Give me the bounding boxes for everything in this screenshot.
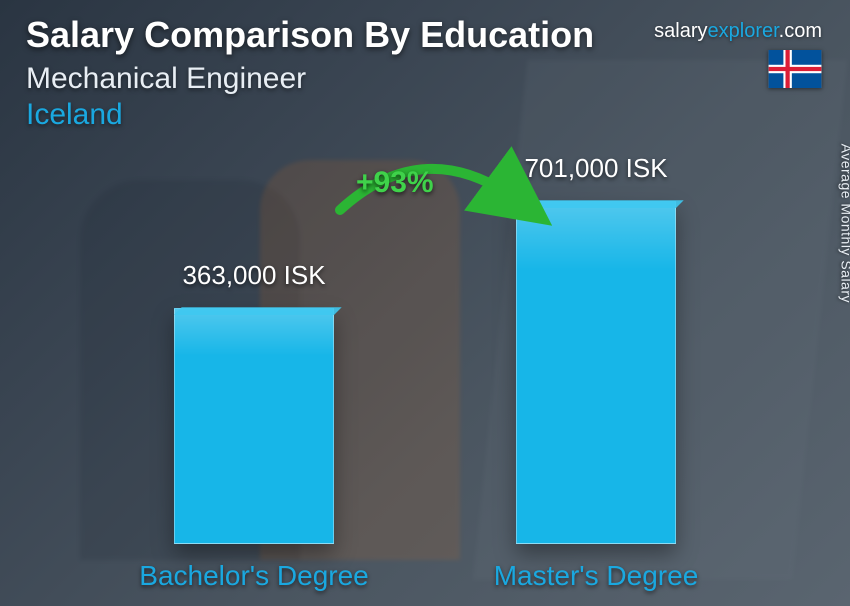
subtitle-profession: Mechanical Engineer xyxy=(26,62,830,96)
increase-percent-label: +93% xyxy=(356,166,434,200)
infographic-canvas: Salary Comparison By Education Mechanica… xyxy=(0,0,850,606)
bar-chart: 363,000 ISKBachelor's Degree701,000 ISKM… xyxy=(0,160,850,606)
bar-column xyxy=(516,201,676,544)
bar-top-cap xyxy=(516,200,684,208)
bar-value-label: 701,000 ISK xyxy=(466,153,726,184)
bar-top-cap xyxy=(174,307,342,315)
brand-logo-text: salaryexplorer.com xyxy=(654,20,822,43)
bar-0: 363,000 ISKBachelor's Degree xyxy=(174,308,334,544)
bar-value-label: 363,000 ISK xyxy=(124,260,384,291)
brand-text-suffix: .com xyxy=(779,20,822,42)
bar-column xyxy=(174,308,334,544)
brand-text-plain: salary xyxy=(654,20,707,42)
brand-text-accent: explorer xyxy=(708,20,779,42)
subtitle-country: Iceland xyxy=(26,98,830,132)
bar-1: 701,000 ISKMaster's Degree xyxy=(516,201,676,544)
bar-category-label: Master's Degree xyxy=(446,560,746,592)
bar-category-label: Bachelor's Degree xyxy=(104,560,404,592)
flag-icon xyxy=(768,50,822,88)
